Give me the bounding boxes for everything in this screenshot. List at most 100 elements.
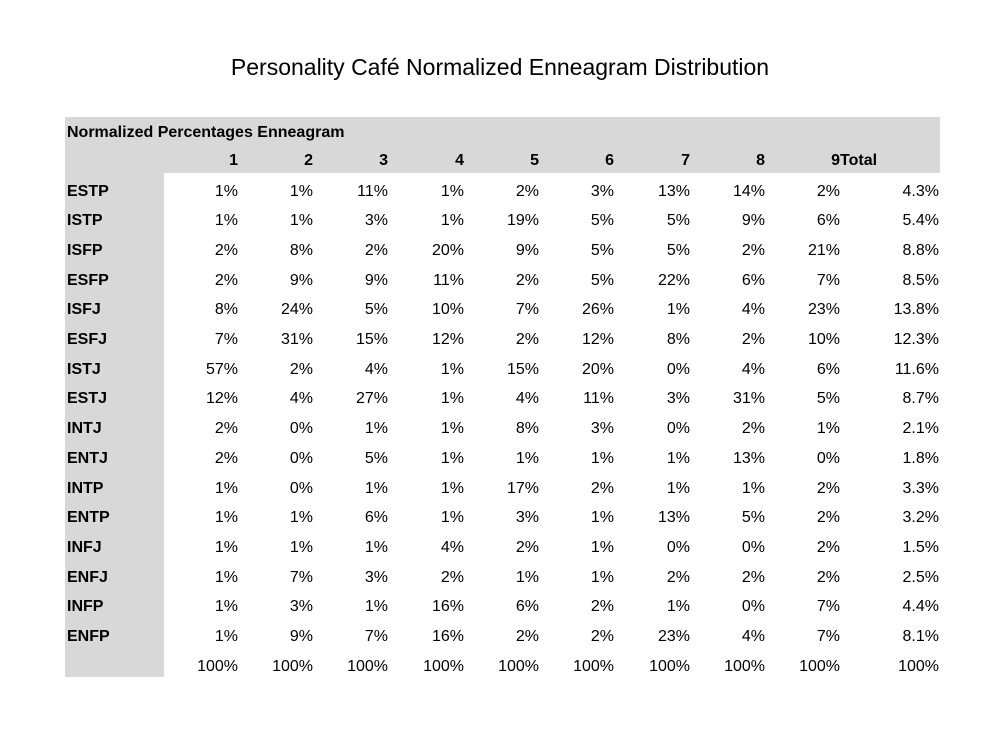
value-cell: 1%: [590, 568, 614, 586]
value-cell: 23%: [657, 628, 690, 645]
value-cell: 7%: [515, 301, 539, 319]
value-cell: 3%: [515, 509, 539, 527]
value-cell: 2%: [364, 241, 388, 259]
value-cell: 20%: [431, 241, 464, 259]
value-cell: 10%: [431, 301, 464, 319]
value-cell: 5%: [816, 390, 840, 408]
value-cell: 1%: [214, 212, 238, 230]
value-cell: 7%: [816, 628, 840, 645]
value-cell: 2%: [590, 628, 614, 645]
row-label: INFJ: [67, 538, 102, 556]
value-cell: 2%: [816, 479, 840, 497]
total-cell: 3.2%: [902, 509, 939, 527]
value-cell: 1%: [816, 420, 840, 438]
value-cell: 22%: [657, 271, 690, 289]
value-cell: 1%: [214, 182, 238, 200]
value-cell: 0%: [289, 479, 313, 497]
value-cell: 6%: [741, 271, 765, 289]
table-row-enfp: ENFP 1% 9% 7% 16% 2% 2% 23% 4% 7% 8.1%: [65, 622, 940, 652]
value-cell: 15%: [506, 360, 539, 378]
value-cell: 5%: [590, 212, 614, 230]
value-cell: 100%: [724, 657, 765, 675]
value-cell: 1%: [590, 538, 614, 556]
value-cell: 0%: [666, 420, 690, 438]
value-cell: 15%: [355, 331, 388, 348]
value-cell: 4%: [741, 301, 765, 319]
value-cell: 20%: [581, 360, 614, 378]
column-header-6: 6: [605, 152, 614, 169]
value-cell: 1%: [666, 598, 690, 616]
value-cell: 4%: [440, 538, 464, 556]
total-cell: 8.5%: [902, 271, 939, 289]
value-cell: 5%: [364, 301, 388, 319]
value-cell: 9%: [741, 212, 765, 230]
column-header-2: 2: [304, 152, 313, 169]
column-header-row: 1 2 3 4 5 6 7 8 9 Total: [65, 150, 940, 172]
value-cell: 2%: [289, 360, 313, 378]
value-cell: 16%: [431, 628, 464, 645]
value-cell: 12%: [431, 331, 464, 348]
value-cell: 11%: [357, 182, 388, 200]
row-label: ISFP: [67, 241, 103, 259]
value-cell: 100%: [347, 657, 388, 675]
enneagram-table: Normalized Percentages Enneagram 1 2 3 4…: [65, 117, 940, 677]
value-cell: 2%: [515, 271, 539, 289]
value-cell: 6%: [515, 598, 539, 616]
row-label-shading: [65, 173, 164, 677]
value-cell: 4%: [515, 390, 539, 408]
value-cell: 0%: [741, 538, 765, 556]
row-label: ISFJ: [67, 301, 101, 319]
total-cell: 3.3%: [902, 479, 939, 497]
column-header-7: 7: [681, 152, 690, 169]
row-label: ESTP: [67, 182, 109, 200]
value-cell: 1%: [289, 182, 313, 200]
total-cell: 4.4%: [902, 598, 939, 616]
total-cell: 2.1%: [902, 420, 939, 438]
value-cell: 0%: [666, 538, 690, 556]
value-cell: 1%: [364, 479, 388, 497]
value-cell: 2%: [666, 568, 690, 586]
value-cell: 1%: [214, 479, 238, 497]
table-row-total: 100% 100% 100% 100% 100% 100% 100% 100% 100% 100%: [65, 652, 940, 682]
value-cell: 2%: [741, 568, 765, 586]
value-cell: 2%: [741, 420, 765, 438]
value-cell: 5%: [590, 271, 614, 289]
value-cell: 31%: [280, 331, 313, 348]
value-cell: 7%: [214, 331, 238, 348]
row-label: ESFJ: [67, 331, 108, 348]
value-cell: 1%: [741, 479, 765, 497]
value-cell: 2%: [816, 568, 840, 586]
value-cell: 27%: [355, 390, 388, 408]
column-header-8: 8: [756, 152, 765, 169]
value-cell: 4%: [289, 390, 313, 408]
value-cell: 1%: [440, 360, 464, 378]
value-cell: 1%: [666, 479, 690, 497]
row-label: ESFP: [67, 271, 109, 289]
value-cell: 6%: [364, 509, 388, 527]
value-cell: 2%: [590, 479, 614, 497]
total-cell: 8.8%: [902, 241, 939, 259]
row-label: INTJ: [67, 420, 102, 438]
value-cell: 100%: [423, 657, 464, 675]
value-cell: 11%: [433, 271, 464, 289]
value-cell: 2%: [816, 538, 840, 556]
value-cell: 8%: [515, 420, 539, 438]
table-row-intp: INTP 1% 0% 1% 1% 17% 2% 1% 1% 2% 3.3%: [65, 474, 940, 504]
value-cell: 1%: [440, 212, 464, 230]
value-cell: 2%: [515, 628, 539, 645]
value-cell: 100%: [573, 657, 614, 675]
value-cell: 5%: [741, 509, 765, 527]
table-row-isfj: ISFJ 8% 24% 5% 10% 7% 26% 1% 4% 23% 13.8%: [65, 295, 940, 325]
value-cell: 13%: [657, 509, 690, 527]
value-cell: 5%: [666, 212, 690, 230]
value-cell: 3%: [590, 182, 614, 200]
table-row-infp: INFP 1% 3% 1% 16% 6% 2% 1% 0% 7% 4.4%: [65, 592, 940, 622]
value-cell: 7%: [816, 598, 840, 616]
value-cell: 10%: [807, 331, 840, 348]
value-cell: 100%: [498, 657, 539, 675]
table-row-estj: ESTJ 12% 4% 27% 1% 4% 11% 3% 31% 5% 8.7%: [65, 384, 940, 414]
table-row-estp: ESTP 1% 1% 11% 1% 2% 3% 13% 14% 2% 4.3%: [65, 177, 940, 207]
value-cell: 14%: [732, 182, 765, 200]
value-cell: 5%: [666, 241, 690, 259]
value-cell: 1%: [515, 568, 539, 586]
